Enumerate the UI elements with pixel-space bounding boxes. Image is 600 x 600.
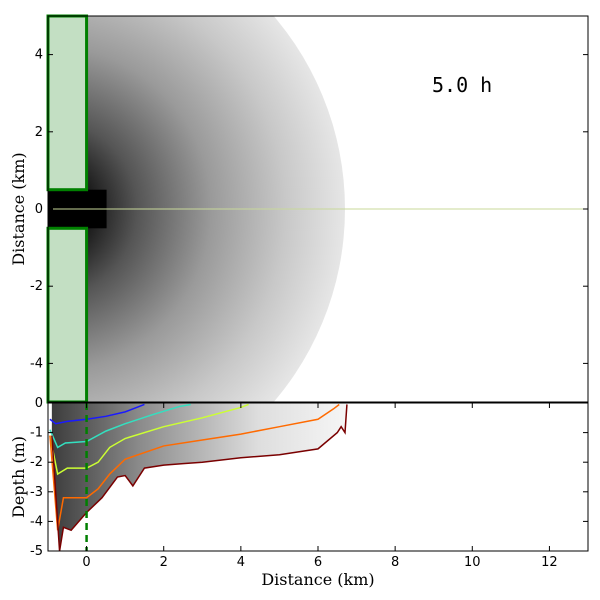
depth-y-tick-label: -3	[30, 485, 43, 500]
depth-y-tick-label: -2	[30, 455, 43, 470]
map-y-tick-label: 0	[35, 202, 43, 217]
depth-y-axis-title: Depth (m)	[9, 436, 28, 518]
depth-contours	[49, 403, 348, 551]
map-y-ticks: 4 2 0 -2 -4	[30, 48, 588, 371]
map-panel: 4 2 0 -2 -4 5.0 h Distance (km)	[9, 14, 589, 404]
depth-contour-3	[49, 403, 249, 476]
depth-x-tick-label: 8	[391, 555, 399, 570]
depth-x-ticks: 0 2 4 6 8 10 12	[82, 403, 558, 570]
depth-contour-5	[51, 404, 348, 551]
land-south	[46, 226, 89, 404]
depth-y-tick-label: -1	[30, 426, 43, 441]
map-y-tick-label: 2	[35, 125, 43, 140]
depth-y-ticks: 0 -1 -2 -3 -4 -5	[30, 396, 588, 559]
map-y-tick-label: -2	[30, 279, 43, 294]
land-north	[46, 14, 89, 192]
map-y-tick-label: 4	[35, 48, 43, 63]
depth-x-tick-label: 0	[82, 555, 90, 570]
depth-x-axis-title: Distance (km)	[261, 570, 374, 589]
depth-y-tick-label: -4	[30, 514, 43, 529]
depth-contour-4	[49, 403, 340, 531]
map-y-axis-title: Distance (km)	[9, 152, 28, 265]
depth-x-tick-label: 4	[237, 555, 245, 570]
depth-y-tick-label: -5	[30, 544, 43, 559]
depth-x-tick-label: 10	[464, 555, 481, 570]
depth-panel: 0 -1 -2 -3 -4 -5 0 2 4 6 8 10 12 Depth (m) Distance…	[9, 396, 589, 589]
map-y-tick-label: -4	[30, 356, 43, 371]
depth-y-tick-label: 0	[35, 396, 43, 411]
depth-contour-2	[49, 403, 191, 449]
depth-field	[51, 403, 347, 551]
time-label: 5.0 h	[432, 73, 492, 97]
depth-x-tick-label: 12	[541, 555, 558, 570]
depth-x-tick-label: 6	[314, 555, 322, 570]
depth-x-tick-label: 2	[160, 555, 168, 570]
